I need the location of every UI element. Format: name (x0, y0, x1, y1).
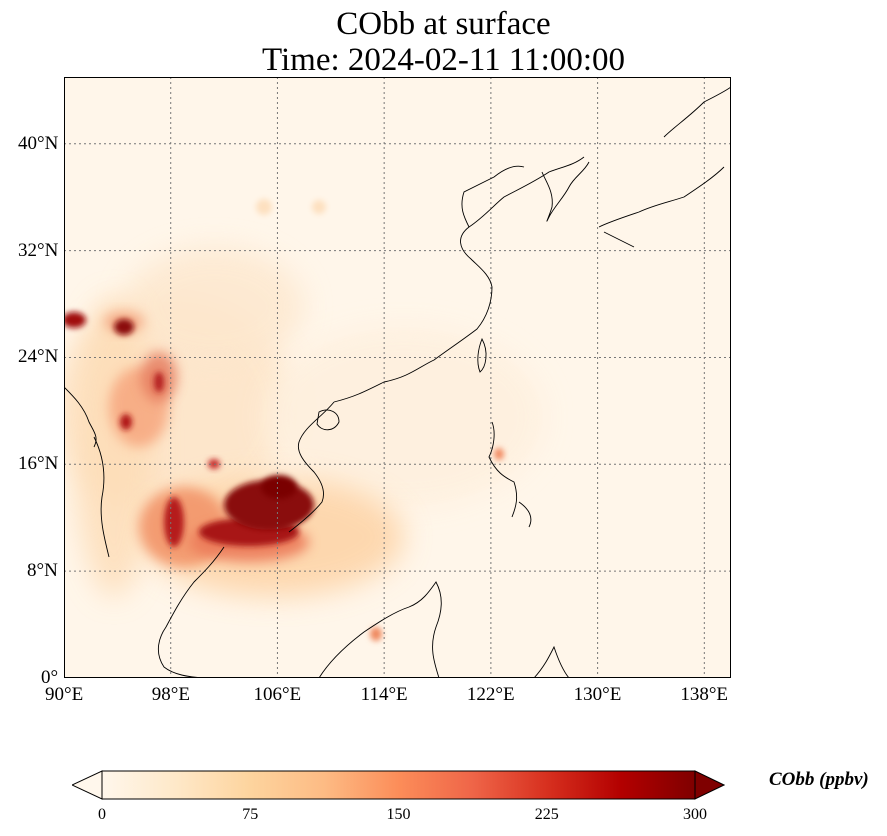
colorbar-label: CObb (ppbv) (769, 769, 869, 790)
lat-tick-label: 0° (41, 667, 59, 688)
lon-tick-label: 106°E (253, 684, 302, 705)
colorbar-extend-max (694, 770, 725, 800)
gridlines (64, 77, 731, 678)
map-title: CObb at surface (336, 6, 551, 42)
lon-tick-label: 90°E (45, 684, 84, 705)
colorbar-tick: 150 (386, 806, 411, 823)
colorbar-gradient (102, 771, 695, 799)
colorbar-tick: 300 (683, 806, 707, 823)
lon-tick-label: 138°E (680, 684, 729, 705)
lat-tick-label: 32°N (18, 239, 59, 261)
lat-tick-label: 16°N (18, 453, 59, 475)
map-plot-area (64, 77, 731, 678)
coastlines (64, 86, 731, 678)
lat-tick-label: 24°N (18, 346, 59, 368)
colorbar (72, 770, 725, 800)
lon-tick-label: 122°E (466, 684, 515, 705)
lon-tick-label: 130°E (573, 684, 622, 705)
map-subtitle-time: Time: 2024-02-11 11:00:00 (261, 42, 626, 78)
lon-tick-label: 114°E (360, 684, 408, 705)
concentration-field (64, 199, 544, 641)
lat-tick-label: 40°N (18, 132, 59, 154)
colorbar-extend-min (72, 770, 103, 800)
lon-tick-label: 98°E (151, 684, 190, 705)
colorbar-tick: 225 (534, 806, 559, 823)
lat-tick-label: 8°N (27, 560, 58, 582)
colorbar-tick: 0 (98, 806, 106, 823)
colorbar-tick: 75 (242, 806, 259, 823)
